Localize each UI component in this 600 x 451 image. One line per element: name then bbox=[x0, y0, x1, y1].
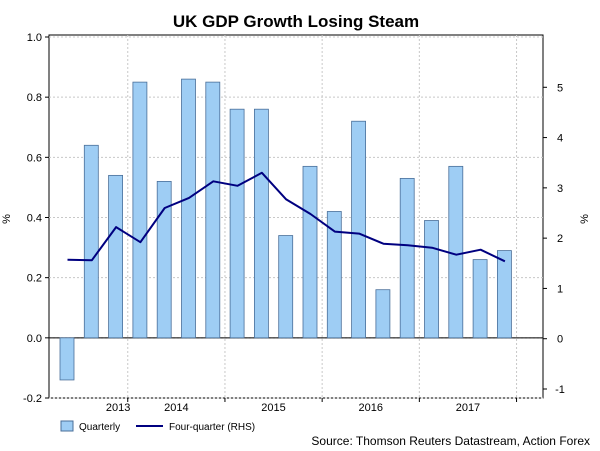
y-tick-label-left: 1.0 bbox=[27, 32, 42, 44]
x-tick-label: 2014 bbox=[164, 402, 188, 414]
bar-quarterly bbox=[59, 337, 75, 381]
right-axis: 5 4 3 2 1 0 -1 bbox=[543, 82, 565, 396]
legend-quarterly-label: Quarterly bbox=[79, 422, 120, 433]
bar-quarterly bbox=[424, 220, 439, 339]
chart-title: UK GDP Growth Losing Steam bbox=[173, 12, 419, 31]
y-tick-label-right: 2 bbox=[557, 233, 563, 245]
bar-quarterly bbox=[253, 108, 269, 339]
left-axis: 1.0 0.8 0.6 0.4 0.2 0.0 -0.2 bbox=[23, 32, 49, 405]
x-tick-label: 2013 bbox=[106, 402, 130, 414]
y-tick-label-left: 0.4 bbox=[27, 213, 42, 225]
legend-quarterly-swatch bbox=[60, 420, 74, 432]
legend: Quarterly Four-quarter (RHS) bbox=[60, 420, 255, 433]
y-tick-label-right: 0 bbox=[557, 334, 563, 346]
four-quarter-line-group bbox=[67, 171, 506, 263]
y-axis-label-right: % bbox=[579, 214, 591, 224]
bar-quarterly bbox=[375, 289, 391, 339]
y-tick-label-left: 0.0 bbox=[27, 333, 42, 345]
y-tick-label-left: 0.6 bbox=[27, 152, 42, 164]
line-four-quarter bbox=[67, 171, 506, 263]
y-axis-label-left: % bbox=[1, 214, 13, 224]
bar-quarterly bbox=[83, 144, 99, 339]
bar-quarterly bbox=[326, 211, 342, 339]
plot-frame bbox=[48, 34, 544, 399]
bar-quarterly bbox=[472, 259, 488, 339]
bar-quarterly bbox=[132, 81, 148, 339]
bar-quarterly bbox=[399, 177, 415, 339]
y-tick-label-left: 0.2 bbox=[27, 273, 42, 285]
bar-quarterly bbox=[278, 235, 294, 339]
y-tick-label-right: -1 bbox=[555, 384, 565, 396]
x-axis: 2013 2014 2015 2016 2017 bbox=[106, 398, 518, 414]
bar-quarterly bbox=[229, 108, 245, 339]
x-tick-label: 2016 bbox=[359, 402, 383, 414]
x-tick-label: 2015 bbox=[261, 402, 285, 414]
quarterly-bars bbox=[59, 78, 512, 381]
bar-quarterly bbox=[496, 250, 512, 339]
bar-quarterly bbox=[302, 165, 318, 339]
y-tick-label-left: 0.8 bbox=[27, 92, 42, 104]
bar-quarterly bbox=[156, 180, 172, 339]
bar-quarterly bbox=[181, 78, 196, 339]
y-tick-label-right: 3 bbox=[557, 183, 563, 195]
y-tick-label-right: 1 bbox=[557, 283, 563, 295]
bar-quarterly bbox=[448, 165, 464, 339]
bar-quarterly bbox=[351, 120, 367, 339]
grid-lines bbox=[49, 35, 543, 399]
legend-four-quarter-label: Four-quarter (RHS) bbox=[169, 422, 255, 433]
x-tick-label: 2017 bbox=[456, 402, 480, 414]
source-note: Source: Thomson Reuters Datastream, Acti… bbox=[311, 434, 590, 448]
bar-quarterly bbox=[108, 174, 123, 339]
y-tick-label-right: 5 bbox=[557, 82, 563, 94]
bar-quarterly bbox=[205, 81, 221, 339]
y-tick-label-left: -0.2 bbox=[23, 393, 42, 405]
y-tick-label-right: 4 bbox=[557, 133, 563, 145]
